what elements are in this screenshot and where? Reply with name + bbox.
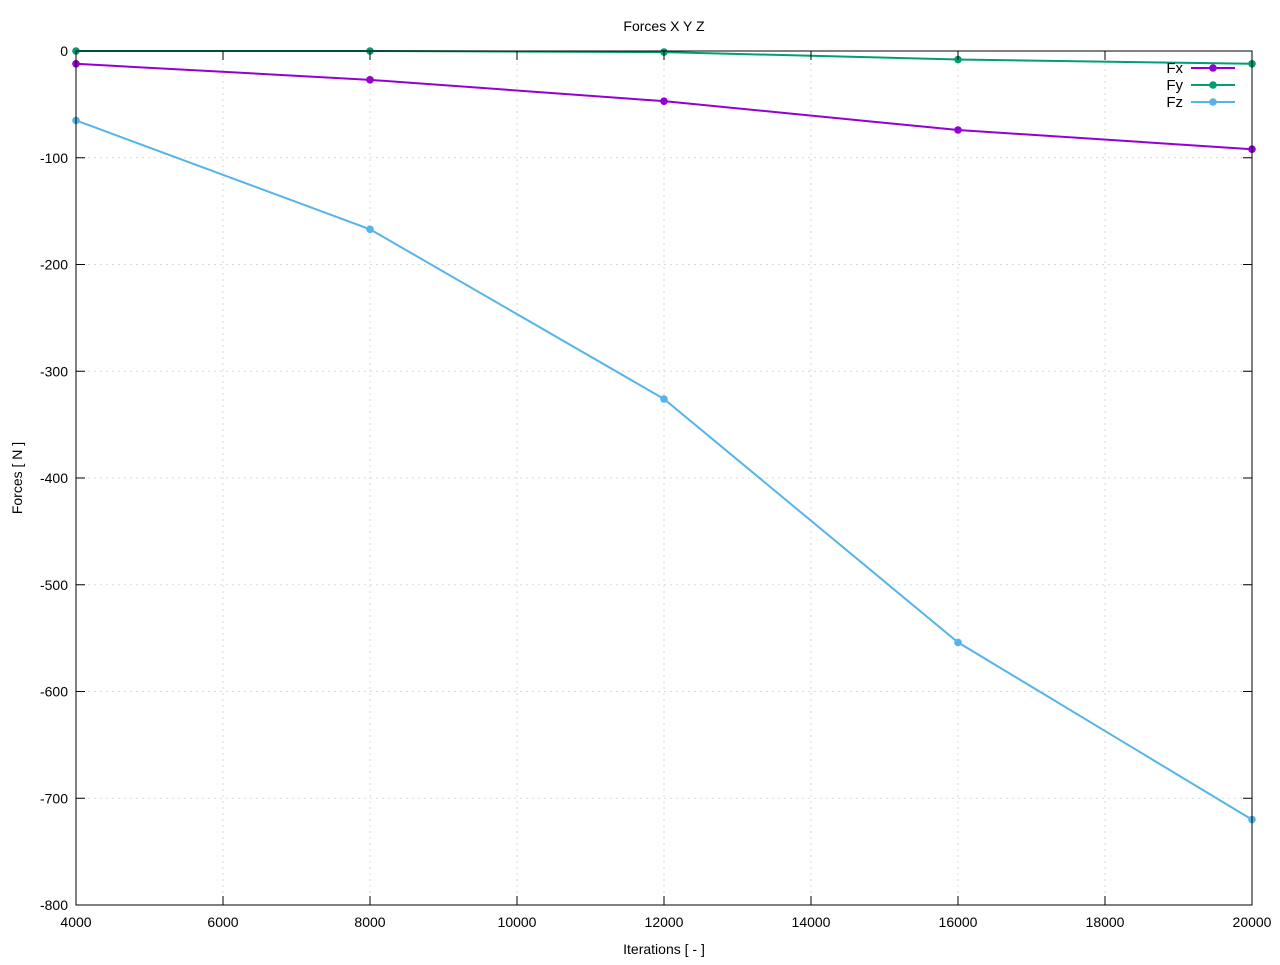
- x-tick-label: 14000: [792, 914, 831, 930]
- x-tick-label: 18000: [1086, 914, 1125, 930]
- x-tick-label: 16000: [939, 914, 978, 930]
- data-point-fx: [366, 76, 374, 84]
- series-fx: [72, 60, 1256, 154]
- x-tick-label: 12000: [645, 914, 684, 930]
- x-tick-label: 8000: [354, 914, 385, 930]
- x-tick-label: 4000: [60, 914, 91, 930]
- y-tick-label: -400: [40, 470, 68, 486]
- y-tick-label: -200: [40, 257, 68, 273]
- x-axis-label: Iterations [ - ]: [623, 941, 705, 957]
- data-point-fz: [954, 638, 962, 647]
- legend-label-fx: Fx: [1166, 60, 1183, 77]
- y-tick-label: -100: [40, 150, 68, 166]
- data-point-fx: [660, 97, 668, 105]
- y-tick-label: -600: [40, 684, 68, 700]
- data-point-fx: [954, 126, 962, 134]
- legend-marker-fz: [1209, 98, 1217, 106]
- legend-label-fz: Fz: [1166, 94, 1183, 111]
- y-tick-label: 0: [60, 43, 68, 59]
- x-tick-label: 10000: [498, 914, 537, 930]
- y-tick-label: -700: [40, 790, 68, 806]
- grid: [76, 51, 1252, 905]
- legend-marker-fx: [1209, 64, 1217, 72]
- ticks: 4000 6000 8000 10000 12000 14000 16000 18000 200…: [40, 43, 1272, 930]
- legend-marker-fy: [1209, 81, 1217, 89]
- y-tick-label: -500: [40, 577, 68, 593]
- legend-label-fy: Fy: [1166, 77, 1183, 94]
- y-tick-label: -800: [40, 897, 68, 913]
- y-tick-label: -300: [40, 363, 68, 379]
- x-tick-label: 6000: [207, 914, 238, 930]
- chart-title: Forces X Y Z: [623, 18, 705, 34]
- data-point-fz: [660, 395, 668, 403]
- x-tick-label: 20000: [1233, 914, 1272, 930]
- y-axis-label: Forces [ N ]: [9, 442, 25, 514]
- data-point-fz: [366, 225, 374, 234]
